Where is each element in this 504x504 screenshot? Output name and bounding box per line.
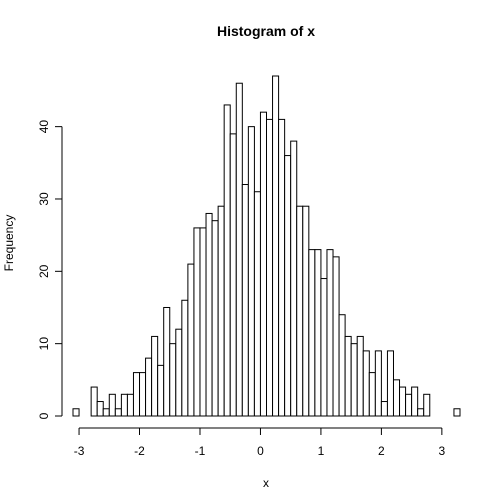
- histogram-bar: [399, 386, 407, 417]
- histogram-bar: [102, 408, 110, 417]
- histogram-bar: [266, 118, 274, 417]
- histogram-bar: [320, 278, 328, 417]
- y-tick-label: 20: [37, 264, 51, 278]
- histogram-bar: [108, 393, 116, 417]
- x-tick-label: 0: [257, 444, 264, 458]
- histogram-bar: [235, 82, 243, 417]
- histogram-bar: [253, 191, 261, 417]
- histogram-bar: [247, 126, 255, 417]
- histogram-bar: [193, 227, 201, 417]
- histogram-bar: [132, 372, 141, 417]
- histogram-bar: [350, 343, 358, 417]
- histogram-bar: [392, 379, 401, 417]
- histogram-bar: [211, 220, 219, 417]
- histogram-bar: [308, 249, 316, 417]
- chart-title: Histogram of x: [217, 23, 315, 39]
- histogram-bar: [187, 263, 195, 417]
- histogram-bar: [278, 118, 286, 417]
- y-tick-label: 40: [37, 120, 51, 134]
- histogram-bar: [217, 205, 225, 417]
- histogram-bar: [157, 364, 165, 417]
- histogram-bar: [90, 386, 98, 417]
- x-tick-label: 3: [439, 444, 446, 458]
- histogram-bar: [272, 75, 280, 417]
- histogram-bar: [259, 111, 268, 417]
- histogram-bar: [405, 393, 413, 417]
- histogram-bar: [126, 393, 134, 417]
- x-tick-label: -3: [74, 444, 85, 458]
- histogram-bar: [120, 393, 128, 417]
- histogram-bar: [145, 357, 153, 417]
- histogram-bar: [163, 306, 171, 417]
- x-tick-label: 1: [318, 444, 325, 458]
- x-tick-label: -1: [195, 444, 206, 458]
- histogram-bar: [223, 104, 231, 417]
- y-axis: 0 10 20 30 40: [37, 120, 63, 419]
- histogram-bar: [72, 408, 80, 417]
- histogram-bar: [151, 335, 159, 417]
- histogram-bar: [205, 212, 213, 417]
- histogram-bar: [181, 299, 189, 417]
- x-tick-label: -2: [134, 444, 145, 458]
- histogram-bar: [326, 249, 334, 417]
- histogram-bar: [338, 314, 346, 417]
- histogram-bar: [96, 401, 104, 417]
- histogram-bar: [380, 401, 388, 417]
- histogram-bar: [290, 140, 298, 417]
- histogram-bar: [453, 408, 461, 417]
- histogram-bar: [175, 328, 183, 417]
- histogram-bar: [169, 343, 177, 417]
- y-tick-label: 10: [37, 337, 51, 351]
- x-axis: -3 -2 -1 0 1 2 3: [74, 427, 446, 458]
- histogram-bar: [423, 393, 431, 417]
- histogram-bar: [368, 372, 376, 417]
- histogram-bar: [229, 133, 237, 417]
- histogram-bar: [302, 205, 310, 417]
- y-tick-label: 30: [37, 192, 51, 206]
- x-axis-label: x: [263, 476, 269, 490]
- histogram-bar: [332, 256, 340, 417]
- x-tick-label: 2: [378, 444, 385, 458]
- histogram-bar: [114, 408, 122, 417]
- histogram-bar: [362, 350, 370, 417]
- histogram-bar: [314, 249, 322, 417]
- histogram-bar: [374, 350, 382, 417]
- y-axis-label: Frequency: [2, 215, 16, 272]
- histogram-bar: [344, 335, 352, 417]
- y-tick-label: 0: [37, 412, 51, 419]
- histogram-bar: [417, 408, 425, 417]
- histogram-bar: [241, 184, 249, 417]
- histogram-bar: [139, 372, 147, 417]
- histogram-bar: [199, 227, 207, 417]
- histogram-bar: [296, 205, 304, 417]
- histogram-bar: [386, 350, 394, 417]
- histogram-bar: [356, 335, 364, 417]
- histogram-bars: [72, 75, 461, 417]
- histogram-bar: [284, 155, 292, 417]
- histogram-bar: [411, 386, 419, 417]
